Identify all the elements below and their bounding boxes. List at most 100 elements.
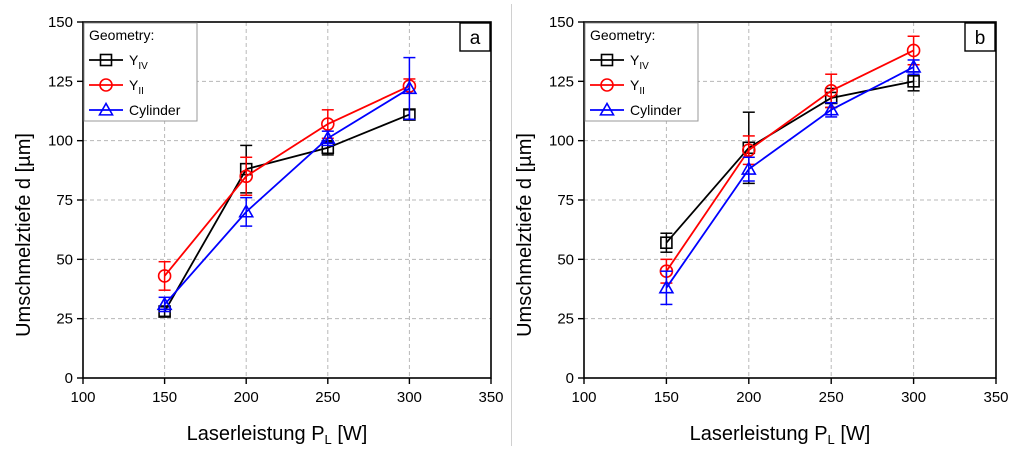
y-axis-title: Umschmelztiefe bbox=[514, 195, 536, 337]
legend-box bbox=[83, 22, 198, 122]
legend-entry: YII bbox=[129, 77, 144, 97]
x-tick-label: 100 bbox=[571, 389, 596, 406]
legend-box bbox=[584, 22, 699, 122]
x-tick-label: 200 bbox=[234, 389, 259, 406]
x-axis-title: Laserleistung bbox=[690, 423, 809, 445]
legend-entry: YIV bbox=[129, 52, 148, 72]
data-point bbox=[907, 75, 920, 88]
series-line bbox=[665, 49, 914, 272]
legend-entry-name: Y bbox=[129, 52, 139, 68]
legend-entry-name: Cylinder bbox=[630, 102, 682, 118]
data-point bbox=[157, 269, 172, 283]
x-tick-label: 250 bbox=[819, 389, 844, 406]
data-point bbox=[906, 43, 921, 58]
x-axis-symbol: P bbox=[311, 423, 324, 445]
data-point bbox=[319, 130, 336, 144]
x-tick-label: 150 bbox=[152, 389, 177, 406]
x-axis-symbol: P bbox=[814, 423, 827, 445]
x-axis-title: Laserleistung bbox=[187, 423, 306, 445]
legend-entry-name: Y bbox=[129, 77, 139, 93]
panel-label-box bbox=[459, 22, 491, 52]
data-point bbox=[905, 58, 922, 73]
panel-divider bbox=[511, 4, 512, 446]
y-tick-label: 0 bbox=[65, 370, 73, 387]
y-tick-label: 75 bbox=[56, 192, 73, 209]
series-1 bbox=[659, 35, 921, 284]
data-point bbox=[823, 101, 840, 116]
y-tick-label: 150 bbox=[48, 14, 73, 31]
x-tick-label: 100 bbox=[70, 389, 95, 406]
legend-marker bbox=[599, 101, 615, 116]
y-tick-label: 125 bbox=[48, 73, 73, 90]
legend-title: Geometry: bbox=[590, 27, 655, 43]
legend-entry: YIV bbox=[630, 52, 649, 72]
x-tick-label: 200 bbox=[736, 389, 761, 406]
legend-entry-name: Y bbox=[630, 77, 640, 93]
legend-entry-subscript: IV bbox=[138, 61, 148, 72]
data-point bbox=[658, 279, 675, 294]
x-tick-label: 300 bbox=[397, 389, 422, 406]
data-point bbox=[660, 236, 673, 250]
x-axis-unit: [W] bbox=[337, 423, 367, 445]
legend-entry: Cylinder bbox=[630, 102, 682, 118]
legend-marker bbox=[99, 78, 113, 92]
data-point bbox=[740, 161, 757, 175]
x-axis-subscript: L bbox=[828, 432, 835, 447]
data-point bbox=[741, 143, 756, 157]
y-tick-label: 50 bbox=[557, 251, 574, 268]
x-tick-label: 300 bbox=[901, 389, 926, 406]
panel-label-box bbox=[964, 22, 996, 52]
series-line bbox=[665, 66, 915, 289]
y-axis-symbol: d bbox=[13, 178, 35, 189]
series-0 bbox=[660, 71, 920, 253]
legend-entry: Cylinder bbox=[129, 102, 181, 118]
series-line bbox=[163, 113, 410, 312]
y-tick-label: 125 bbox=[549, 73, 574, 90]
x-axis-unit: [W] bbox=[840, 423, 870, 445]
y-axis-unit: [µm] bbox=[13, 133, 35, 172]
series-line bbox=[665, 80, 914, 244]
y-tick-label: 50 bbox=[56, 251, 73, 268]
data-point bbox=[320, 117, 335, 131]
y-tick-label: 25 bbox=[557, 311, 574, 328]
legend-entry-name: Y bbox=[630, 52, 640, 68]
legend-marker bbox=[600, 53, 614, 67]
panel-label: b bbox=[975, 28, 986, 49]
legend-marker bbox=[99, 53, 113, 67]
series-2 bbox=[658, 58, 922, 306]
y-axis-title: Umschmelztiefe bbox=[13, 195, 35, 337]
chart-panel-b: 100 150 200 250 300 350 0 25 50 75 100 125 150 Laserl… bbox=[514, 14, 1009, 447]
data-point bbox=[239, 169, 253, 184]
series-line bbox=[163, 85, 410, 277]
x-tick-label: 350 bbox=[983, 389, 1008, 406]
data-point bbox=[401, 80, 418, 95]
x-tick-label: 350 bbox=[478, 389, 503, 406]
legend-entry: YII bbox=[630, 77, 645, 97]
legend-marker bbox=[98, 101, 114, 116]
legend-entry-subscript: II bbox=[138, 86, 144, 97]
x-axis-label: Laserleistung PL [W] bbox=[187, 423, 368, 447]
legend-entry-name: Cylinder bbox=[129, 102, 181, 118]
chart-panel-a: 100 150 200 250 300 350 0 25 50 75 100 125 150 Laserl… bbox=[13, 14, 504, 447]
legend-title: Geometry: bbox=[89, 27, 154, 43]
series-line bbox=[163, 87, 410, 306]
y-tick-label: 100 bbox=[48, 133, 73, 150]
x-tick-label: 250 bbox=[315, 389, 340, 406]
y-tick-label: 150 bbox=[549, 14, 574, 31]
x-axis-subscript: L bbox=[325, 432, 332, 447]
x-tick-label: 150 bbox=[654, 389, 679, 406]
y-tick-label: 75 bbox=[557, 192, 574, 209]
y-axis-unit: [µm] bbox=[514, 133, 536, 172]
legend-entry-subscript: II bbox=[639, 86, 645, 97]
data-point bbox=[156, 296, 173, 311]
y-axis-label: Umschmelztiefe d [µm] bbox=[13, 133, 35, 337]
data-point bbox=[238, 203, 255, 218]
panel-label: a bbox=[470, 28, 481, 49]
data-point bbox=[824, 84, 839, 98]
series-2 bbox=[156, 56, 418, 313]
legend-marker bbox=[600, 78, 614, 92]
